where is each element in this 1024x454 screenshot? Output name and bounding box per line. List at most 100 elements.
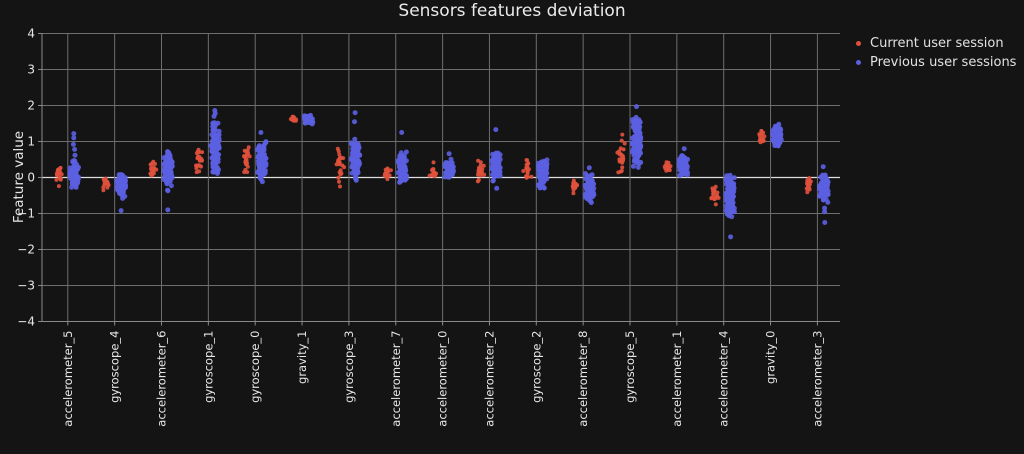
data-point: [200, 150, 205, 155]
data-point: [103, 176, 108, 181]
data-point: [758, 137, 763, 142]
data-point: [401, 157, 407, 163]
svg-text:gyroscope_5: gyroscope_5: [623, 331, 637, 403]
data-point: [341, 156, 346, 161]
data-point: [303, 120, 309, 126]
data-point: [584, 174, 590, 180]
data-point: [352, 136, 358, 142]
axes-spines: [38, 33, 840, 326]
data-point: [210, 169, 216, 175]
data-point: [668, 164, 673, 169]
data-point: [480, 167, 485, 172]
data-point: [337, 179, 341, 184]
data-point: [619, 138, 624, 143]
data-point: [70, 158, 76, 164]
data-point: [161, 169, 167, 175]
data-point: [120, 195, 126, 201]
data-point: [475, 179, 480, 184]
data-point: [402, 177, 408, 183]
data-points: [54, 104, 831, 240]
data-point: [494, 157, 500, 163]
data-point: [355, 141, 361, 147]
data-point: [729, 187, 735, 193]
data-point: [54, 177, 59, 182]
data-point: [258, 172, 264, 178]
data-point: [712, 187, 717, 192]
data-point: [57, 175, 62, 180]
svg-text:accelerometer_6: accelerometer_6: [155, 331, 169, 427]
data-point: [728, 234, 734, 240]
data-point: [245, 161, 249, 166]
data-point: [635, 141, 641, 146]
data-point: [822, 205, 828, 211]
data-point: [55, 173, 59, 178]
data-point: [101, 188, 106, 193]
data-point: [260, 147, 266, 153]
data-point: [729, 194, 734, 200]
svg-text:−1: −1: [17, 207, 35, 221]
data-point: [620, 165, 625, 170]
data-point: [588, 179, 594, 185]
data-point: [216, 167, 221, 173]
data-point: [352, 110, 358, 116]
data-point: [632, 118, 638, 124]
data-point: [115, 185, 121, 191]
data-point: [618, 146, 623, 151]
data-point: [169, 159, 175, 165]
data-point: [353, 175, 359, 181]
data-point: [168, 183, 174, 189]
legend-item-previous-sessions: Previous user sessions: [856, 56, 1016, 69]
data-point: [727, 208, 733, 214]
data-point: [199, 156, 203, 161]
data-point: [354, 162, 359, 168]
data-point: [521, 169, 526, 173]
legend-item-current-session: Current user session: [856, 37, 1016, 50]
data-point: [260, 152, 266, 158]
svg-text:accelerometer_2: accelerometer_2: [482, 331, 496, 427]
chart-title: Sensors features deviation: [398, 1, 626, 21]
data-point: [586, 184, 592, 189]
legend-label-current: Current user session: [870, 36, 1004, 51]
data-point: [336, 175, 341, 180]
data-point: [481, 163, 486, 168]
data-point: [773, 133, 779, 139]
data-point: [630, 146, 636, 152]
data-point: [352, 119, 357, 125]
data-point: [351, 167, 357, 173]
data-point: [478, 163, 483, 168]
data-point: [631, 139, 637, 145]
svg-text:−3: −3: [17, 279, 35, 293]
data-point: [356, 159, 362, 165]
data-point: [258, 130, 264, 135]
data-point: [342, 165, 347, 170]
data-point: [759, 129, 764, 133]
data-point: [619, 168, 624, 173]
data-point: [243, 154, 248, 159]
data-point: [585, 193, 591, 199]
svg-text:accelerometer_7: accelerometer_7: [389, 331, 403, 427]
data-point: [69, 184, 75, 190]
data-point: [709, 196, 714, 201]
data-point: [71, 131, 77, 137]
data-point: [493, 168, 499, 174]
data-point: [729, 214, 735, 220]
svg-text:accelerometer_8: accelerometer_8: [576, 331, 590, 427]
data-point: [524, 175, 529, 180]
data-point: [399, 130, 405, 135]
data-point: [338, 184, 342, 189]
svg-text:2: 2: [27, 99, 35, 113]
data-point: [820, 164, 826, 170]
svg-text:1: 1: [27, 135, 35, 149]
data-point: [212, 153, 218, 159]
data-point: [71, 135, 77, 141]
data-point: [56, 184, 61, 189]
data-point: [539, 168, 545, 173]
data-point: [724, 190, 730, 196]
data-point: [444, 169, 450, 175]
svg-text:gyroscope_4: gyroscope_4: [108, 331, 122, 403]
data-point: [805, 178, 810, 183]
data-point: [771, 139, 777, 145]
data-point: [586, 165, 592, 171]
data-point: [728, 176, 734, 182]
data-point: [245, 148, 250, 153]
